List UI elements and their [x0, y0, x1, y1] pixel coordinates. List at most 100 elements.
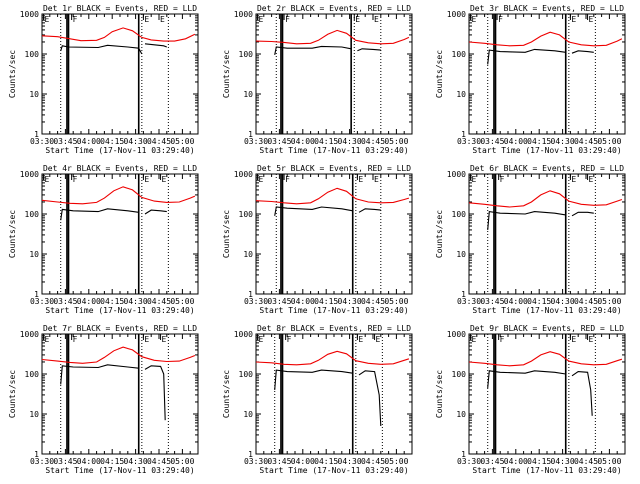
- flag-label: E: [472, 175, 477, 184]
- y-tick-label: 100: [452, 210, 467, 219]
- events-series-line: [274, 206, 353, 216]
- y-tick-label: 100: [239, 370, 254, 379]
- y-tick-label: 1: [248, 450, 253, 459]
- panel-title: Det 3r BLACK = Events, RED = LLD: [470, 4, 624, 13]
- events-series-line: [144, 365, 166, 421]
- y-axis-label: Counts/sec: [435, 370, 444, 418]
- y-tick-label: 1: [461, 130, 466, 139]
- y-tick-label: 1: [34, 130, 39, 139]
- plot-frame: [468, 13, 626, 135]
- x-tick-label: 05:00: [384, 297, 408, 306]
- events-series-line: [144, 43, 167, 48]
- lld-series-line: [468, 351, 623, 367]
- flag-label: E: [355, 15, 360, 24]
- flag-label: E: [144, 175, 149, 184]
- y-axis-label: Counts/sec: [222, 50, 231, 98]
- x-tick-label: 03:30: [244, 457, 268, 466]
- flag-label: F: [73, 15, 78, 24]
- events-series-line: [487, 210, 566, 230]
- x-axis-label: Start Time (17-Nov-11 03:29:40): [472, 146, 621, 155]
- events-series-line: [487, 48, 566, 65]
- x-tick-label: 03:45: [267, 457, 291, 466]
- y-tick-label: 10: [243, 250, 253, 259]
- lld-series-line: [255, 29, 410, 45]
- x-tick-label: 04:15: [527, 137, 551, 146]
- detector-panel-5: Det 5r BLACK = Events, RED = LLD 1 10 100 10…: [222, 164, 413, 315]
- x-tick-label: 04:30: [551, 457, 575, 466]
- y-tick-label: 10: [29, 410, 39, 419]
- flag-label: E: [589, 335, 594, 344]
- y-tick-label: 1: [248, 130, 253, 139]
- x-tick-label: 04:00: [504, 297, 528, 306]
- x-tick-label: 04:30: [124, 457, 148, 466]
- x-tick-label: 03:30: [30, 457, 54, 466]
- plot-frame: [41, 13, 199, 135]
- y-tick-label: 100: [239, 210, 254, 219]
- y-tick-label: 1: [34, 450, 39, 459]
- events-series-line: [571, 50, 594, 54]
- x-tick-label: 04:30: [551, 297, 575, 306]
- x-tick-label: 04:45: [147, 297, 171, 306]
- x-axis-label: Start Time (17-Nov-11 03:29:40): [259, 146, 408, 155]
- y-tick-label: 1: [461, 290, 466, 299]
- x-tick-label: 04:00: [77, 137, 101, 146]
- events-series-line: [358, 370, 382, 427]
- events-series-line: [60, 208, 139, 221]
- x-tick-label: 04:45: [574, 297, 598, 306]
- plot-frame: [41, 173, 199, 295]
- x-tick-label: 04:15: [314, 297, 338, 306]
- x-tick-label: 05:00: [170, 457, 194, 466]
- detector-panel-3: Det 3r BLACK = Events, RED = LLD 1 10 100 10…: [435, 4, 626, 155]
- events-series-line: [60, 44, 143, 55]
- flag-label: E: [259, 335, 264, 344]
- y-tick-label: 10: [29, 250, 39, 259]
- y-tick-label: 1000: [234, 170, 253, 179]
- lld-series-line: [468, 190, 623, 208]
- flag-label: E: [358, 335, 363, 344]
- x-tick-label: 04:45: [147, 457, 171, 466]
- events-series-line: [144, 209, 167, 215]
- plot-frame: [468, 333, 626, 455]
- x-tick-label: 04:45: [361, 457, 385, 466]
- panel-title: Det 6r BLACK = Events, RED = LLD: [470, 164, 624, 173]
- flag-label: E: [162, 335, 167, 344]
- detector-panel-2: Det 2r BLACK = Events, RED = LLD 1 10 100 10…: [222, 4, 413, 155]
- x-tick-label: 04:45: [574, 137, 598, 146]
- panel-title: Det 7r BLACK = Events, RED = LLD: [43, 324, 197, 333]
- x-tick-label: 03:30: [30, 137, 54, 146]
- y-tick-label: 10: [456, 250, 466, 259]
- lld-series-line: [41, 346, 196, 364]
- x-tick-label: 04:45: [361, 297, 385, 306]
- flag-label: E: [144, 335, 149, 344]
- flag-label: E: [589, 15, 594, 24]
- x-tick-label: 04:00: [291, 137, 315, 146]
- x-tick-label: 05:00: [170, 137, 194, 146]
- y-axis-label: Counts/sec: [435, 210, 444, 258]
- panel-title: Det 5r BLACK = Events, RED = LLD: [257, 164, 411, 173]
- x-axis-label: Start Time (17-Nov-11 03:29:40): [472, 466, 621, 475]
- y-axis-label: Counts/sec: [8, 210, 17, 258]
- y-tick-label: 1000: [20, 330, 39, 339]
- y-tick-label: 1: [34, 290, 39, 299]
- x-tick-label: 04:00: [77, 297, 101, 306]
- x-tick-label: 04:30: [338, 137, 362, 146]
- x-tick-label: 03:45: [53, 457, 77, 466]
- y-tick-label: 10: [456, 90, 466, 99]
- x-tick-label: 05:00: [597, 137, 621, 146]
- flag-label: E: [589, 175, 594, 184]
- y-axis-label: Counts/sec: [222, 370, 231, 418]
- events-series-line: [358, 208, 381, 213]
- x-tick-label: 04:45: [361, 137, 385, 146]
- flag-label: F: [285, 15, 290, 24]
- x-tick-label: 03:45: [267, 297, 291, 306]
- flag-label: F: [285, 175, 290, 184]
- x-tick-label: 03:45: [480, 137, 504, 146]
- panel-title: Det 1r BLACK = Events, RED = LLD: [43, 4, 197, 13]
- flag-label: F: [500, 335, 505, 344]
- flag-label: E: [472, 335, 477, 344]
- lld-series-line: [41, 27, 196, 42]
- y-tick-label: 10: [29, 90, 39, 99]
- x-tick-label: 04:00: [77, 457, 101, 466]
